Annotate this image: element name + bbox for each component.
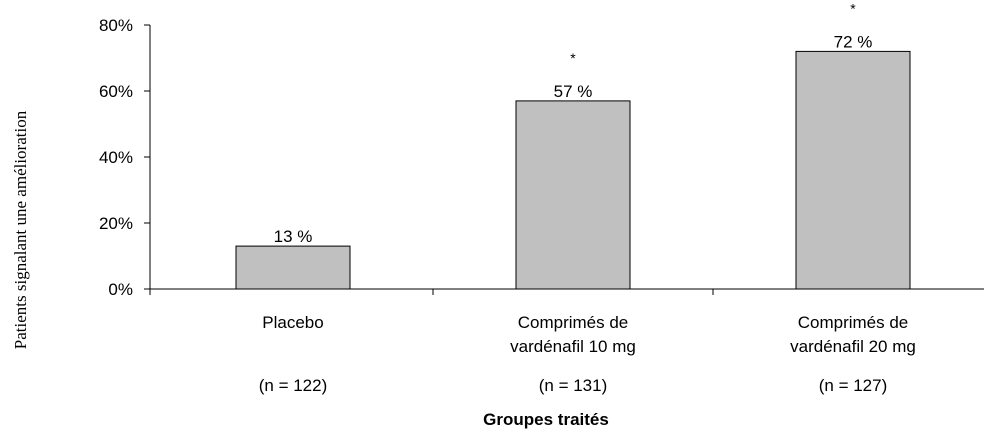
bar-value-label: 57 % bbox=[554, 82, 593, 101]
bar-value-label: 13 % bbox=[274, 227, 313, 246]
bars bbox=[235, 50, 911, 290]
y-tick-label: 60% bbox=[99, 82, 133, 101]
bar bbox=[795, 50, 911, 290]
category-label: Comprimés de bbox=[798, 313, 909, 332]
x-axis bbox=[149, 288, 984, 295]
sample-size-label: (n = 131) bbox=[539, 376, 608, 395]
sample-size-label: (n = 127) bbox=[819, 376, 888, 395]
significance-marker: * bbox=[570, 50, 576, 66]
y-axis: 0% 20% 40% 60% 80% bbox=[99, 16, 151, 299]
y-tick-label: 40% bbox=[99, 148, 133, 167]
category-label: Placebo bbox=[262, 313, 323, 332]
category-label: Comprimés de bbox=[518, 313, 629, 332]
x-axis-title: Groupes traités bbox=[483, 410, 609, 429]
category-labels: Placebo (n = 122) Comprimés de vardénafil 1… bbox=[259, 313, 916, 395]
y-tick-label: 80% bbox=[99, 16, 133, 35]
category-label: vardénafil 10 mg bbox=[510, 337, 636, 356]
sample-size-label: (n = 122) bbox=[259, 376, 328, 395]
bar bbox=[235, 245, 351, 290]
y-tick-label: 20% bbox=[99, 214, 133, 233]
y-tick-label: 0% bbox=[108, 280, 133, 299]
y-axis-title: Patients signalant une amélioration bbox=[11, 110, 30, 349]
bar-value-labels: 13 % 57 % * 72 % * bbox=[274, 0, 873, 246]
bar bbox=[515, 100, 631, 290]
significance-marker: * bbox=[850, 0, 856, 16]
bar-value-label: 72 % bbox=[834, 32, 873, 51]
category-label: vardénafil 20 mg bbox=[790, 337, 916, 356]
